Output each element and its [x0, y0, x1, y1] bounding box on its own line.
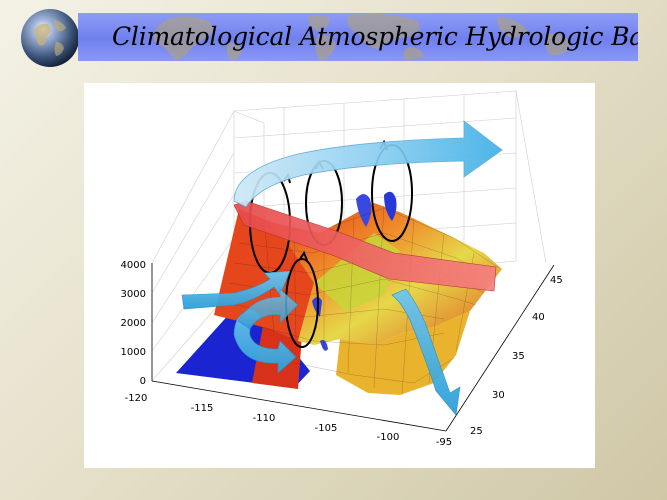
y-tick-label: 25 [470, 426, 483, 437]
y-tick-label: 30 [492, 390, 505, 401]
x-tick-label: -115 [191, 403, 214, 414]
world-map-watermark [153, 13, 572, 61]
upper-flow-arrow [233, 120, 503, 208]
x-tick-label: -120 [125, 393, 148, 404]
y-axis-ticks: 25 30 35 40 45 [470, 275, 563, 437]
title-band: Climatological Atmospheric Hydrologic Ba… [78, 13, 638, 61]
x-tick-label: -100 [377, 432, 400, 443]
inflow-arrows [181, 270, 461, 416]
terrain-moisture-diagram: 4000 3000 2000 1000 0 -120 -115 -110 -10… [121, 90, 563, 448]
red-moisture-band [233, 200, 497, 292]
x-axis-ticks: -120 -115 -110 -105 -100 -95 [125, 393, 453, 448]
z-tick-label: 1000 [121, 347, 146, 358]
z-tick-label: 3000 [121, 289, 146, 300]
x-tick-label: -95 [436, 437, 452, 448]
slide-title: Climatological Atmospheric Hydrologic Ba… [112, 22, 638, 51]
z-tick-label: 2000 [121, 318, 146, 329]
y-tick-label: 40 [532, 312, 545, 323]
axis-lines [151, 263, 555, 432]
figure-panel: 4000 3000 2000 1000 0 -120 -115 -110 -10… [84, 83, 595, 468]
y-tick-label: 35 [512, 351, 525, 362]
y-tick-label: 45 [550, 275, 563, 286]
x-tick-label: -110 [253, 413, 276, 424]
globe-icon [21, 9, 79, 67]
z-tick-label: 4000 [121, 260, 146, 271]
z-axis-ticks: 4000 3000 2000 1000 0 [121, 260, 146, 387]
z-tick-label: 0 [140, 376, 146, 387]
x-tick-label: -105 [315, 423, 338, 434]
